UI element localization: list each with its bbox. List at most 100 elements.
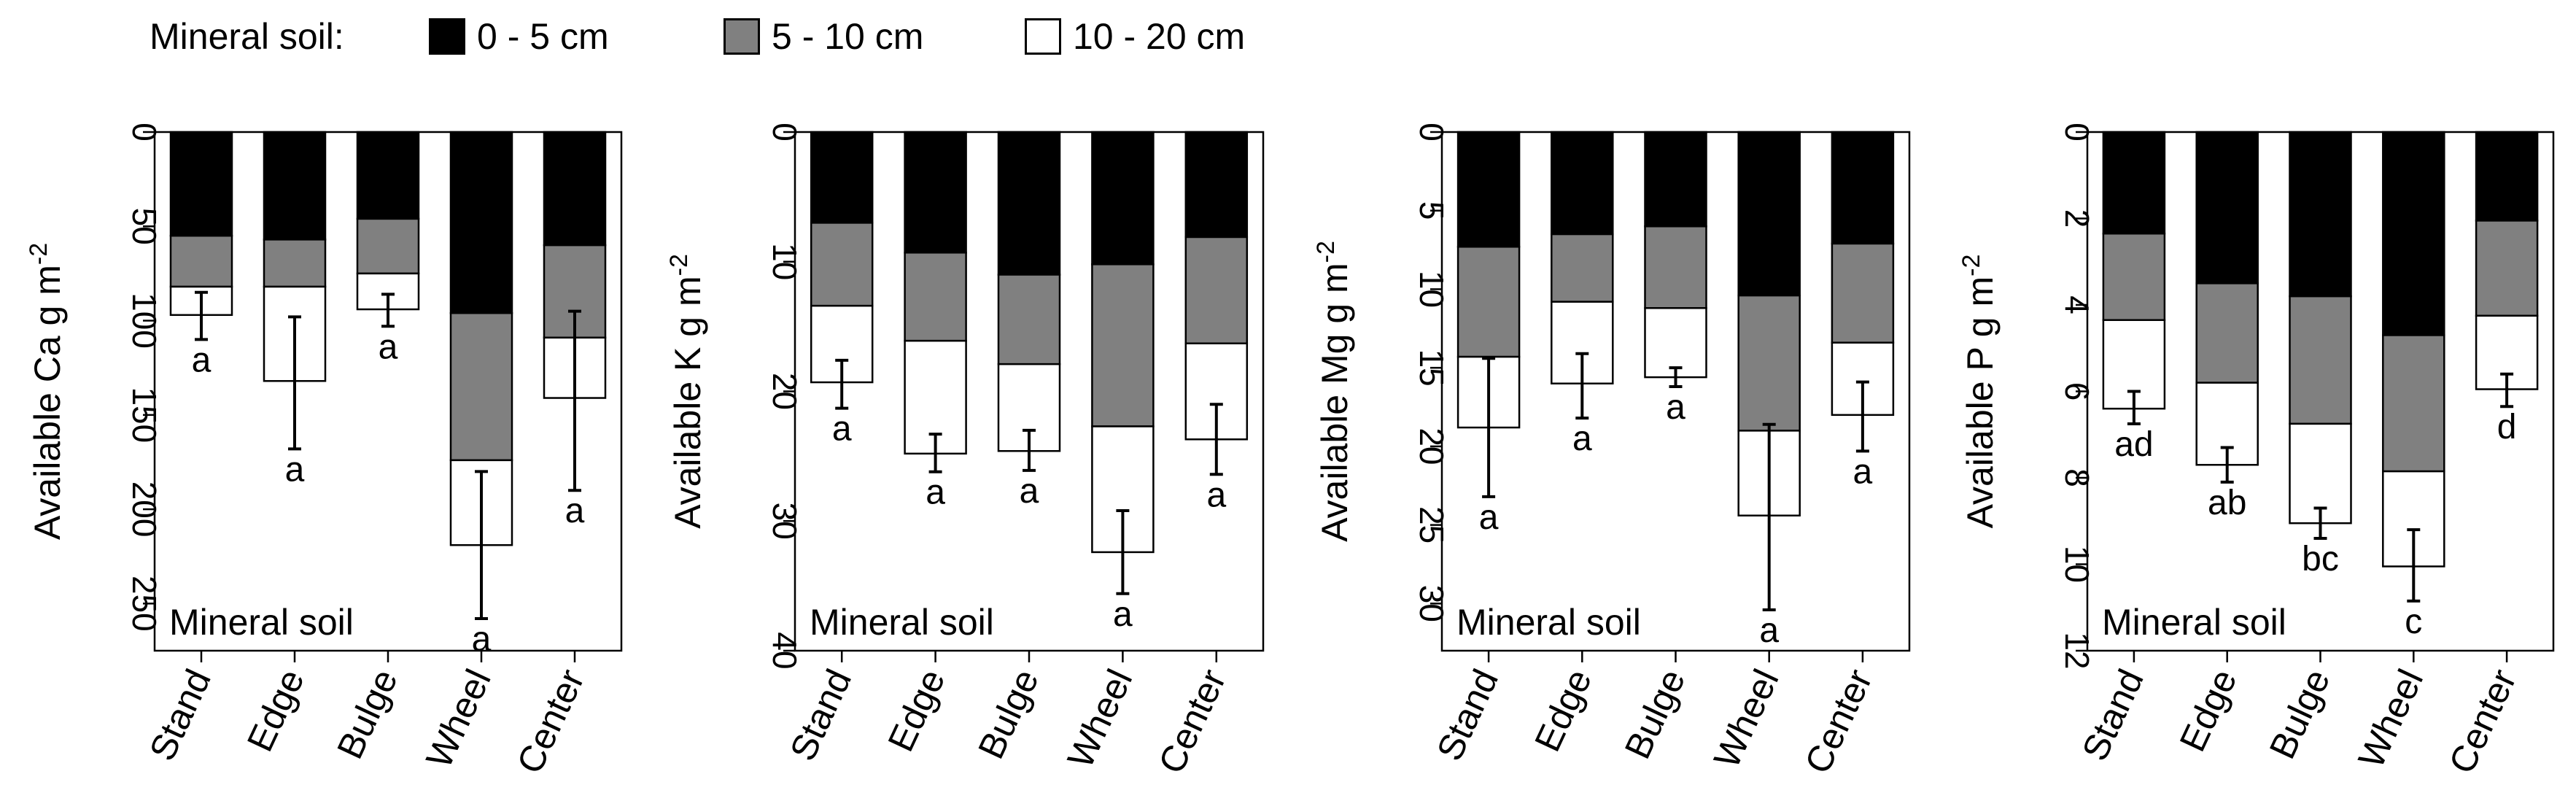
- bar-segment: [263, 131, 327, 241]
- x-tick-label: Edge: [2172, 663, 2245, 758]
- significance-letter: a: [1479, 498, 1499, 537]
- significance-letter: a: [565, 492, 585, 530]
- bar-segment: [2289, 422, 2352, 525]
- legend: Mineral soil: 0 - 5 cm 5 - 10 cm 10 - 20…: [0, 0, 2576, 80]
- y-tick-label: 10: [766, 243, 804, 280]
- bar-segment: [1644, 225, 1707, 309]
- y-tick-label: 10: [2058, 546, 2096, 583]
- y-axis-title-superscript: -2: [665, 254, 693, 276]
- y-tick-label: 30: [766, 503, 804, 540]
- significance-letter: a: [832, 410, 852, 449]
- y-tick-label: 20: [1413, 427, 1451, 465]
- bar-segment: [2102, 319, 2166, 410]
- bar-segment: [1184, 236, 1249, 344]
- panel-annotation: Mineral soil: [2102, 602, 2286, 643]
- y-tick-label: 40: [766, 632, 804, 669]
- bar-segment: [2102, 131, 2166, 235]
- bar-segment: [2475, 131, 2539, 222]
- bar-segment: [169, 131, 233, 237]
- bar-segment: [997, 131, 1061, 276]
- y-axis-title: Available Mg g m-2: [1312, 241, 1355, 542]
- y-tick-label: 2: [2058, 209, 2096, 228]
- bar-segment: [1456, 246, 1521, 358]
- x-tick-label: Edge: [880, 663, 953, 758]
- x-tick-label: Bulge: [1617, 663, 1694, 765]
- y-tick-label: 0: [766, 123, 804, 142]
- bar-segment: [2289, 131, 2352, 298]
- bar-segment: [810, 131, 874, 224]
- bar-segment: [2382, 131, 2445, 336]
- y-axis-title-main: Available K g m: [667, 276, 708, 528]
- legend-item-10-20cm: 10 - 20 cm: [1025, 16, 1245, 57]
- y-axis-title-main: Available P g m: [1960, 276, 2001, 529]
- y-tick-label: 50: [125, 208, 163, 245]
- significance-letter: a: [285, 450, 305, 489]
- x-tick-label: Center: [509, 663, 592, 780]
- y-axis-title: Available Ca g m-2: [25, 243, 68, 540]
- bar-segment: [2195, 131, 2259, 284]
- bar-segment: [169, 234, 233, 288]
- x-tick-label: Wheel: [1060, 663, 1141, 774]
- significance-letter: a: [1206, 476, 1226, 514]
- bar-segment: [2382, 334, 2445, 473]
- y-tick-label: 250: [125, 576, 163, 632]
- y-tick-label: 5: [1413, 201, 1451, 220]
- x-tick-label: Bulge: [329, 663, 406, 765]
- x-tick-label: Edge: [239, 663, 312, 758]
- x-tick-label: Stand: [141, 663, 219, 767]
- y-tick-label: 15: [1413, 349, 1451, 387]
- legend-title: Mineral soil:: [150, 16, 344, 57]
- significance-letter: a: [1020, 472, 1039, 511]
- bar-segment: [810, 222, 874, 307]
- bar-segment: [356, 131, 420, 220]
- y-tick-label: 6: [2058, 382, 2096, 401]
- x-tick-label: Center: [1797, 663, 1880, 780]
- legend-title-text: Mineral soil:: [150, 16, 344, 57]
- significance-letter: bc: [2302, 540, 2339, 578]
- y-axis-title-superscript: -2: [1958, 255, 1985, 276]
- x-tick-label: Wheel: [418, 663, 499, 774]
- legend-item-5-10cm: 5 - 10 cm: [723, 16, 923, 57]
- significance-letter: a: [1113, 595, 1133, 634]
- bar-segment: [997, 274, 1061, 365]
- bar-segment: [543, 131, 607, 247]
- significance-letter: ad: [2114, 425, 2153, 464]
- panel-annotation: Mineral soil: [1456, 602, 1641, 643]
- y-tick-label: 100: [125, 293, 163, 349]
- legend-swatch-grey: [723, 18, 760, 55]
- y-tick-label: 20: [766, 373, 804, 410]
- y-axis-title-main: Available Ca g m: [27, 265, 68, 540]
- y-axis-title-superscript: -2: [1312, 241, 1340, 263]
- y-tick-label: 30: [1413, 585, 1451, 622]
- bar-segment: [1456, 131, 1521, 248]
- bar-segment: [904, 131, 967, 254]
- x-tick-label: Center: [1151, 663, 1234, 780]
- x-tick-label: Center: [2441, 663, 2524, 780]
- bar-segment: [904, 252, 967, 342]
- y-axis-title-superscript: -2: [25, 243, 53, 265]
- bar-segment: [1184, 131, 1249, 239]
- panel-annotation: Mineral soil: [810, 602, 994, 643]
- bar-segment: [1091, 263, 1155, 427]
- legend-swatch-white: [1025, 18, 1061, 55]
- significance-letter: a: [192, 341, 212, 379]
- bar-segment: [1091, 131, 1155, 266]
- legend-swatch-black: [429, 18, 465, 55]
- bar-segment: [1551, 233, 1614, 303]
- bar-segment: [1737, 131, 1801, 297]
- bar-segment: [1551, 131, 1614, 236]
- x-tick-label: Stand: [782, 663, 859, 767]
- significance-letter: ab: [2208, 484, 2246, 522]
- y-tick-label: 4: [2058, 295, 2096, 314]
- y-tick-label: 10: [1413, 271, 1451, 308]
- y-axis-title-main: Available Mg g m: [1314, 263, 1355, 542]
- significance-letter: a: [1572, 419, 1592, 458]
- significance-letter: c: [2405, 603, 2422, 641]
- x-tick-label: Bulge: [2262, 663, 2338, 765]
- x-tick-label: Stand: [1429, 663, 1506, 767]
- bar-segment: [2475, 220, 2539, 317]
- legend-label: 10 - 20 cm: [1073, 16, 1246, 57]
- y-tick-label: 0: [1413, 123, 1451, 142]
- significance-letter: d: [2497, 408, 2517, 446]
- bar-segment: [263, 239, 327, 288]
